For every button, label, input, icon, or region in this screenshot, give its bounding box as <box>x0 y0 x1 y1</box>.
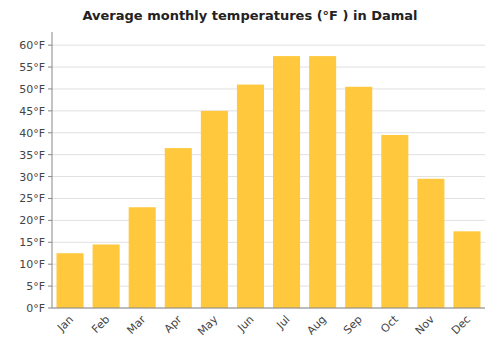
y-tick-label: 30°F <box>19 171 45 184</box>
y-tick <box>48 154 52 155</box>
x-axis: Jan Feb Mar Apr May Jun Jul Aug Sep Oct Nov Dec <box>52 308 485 338</box>
y-tick <box>48 198 52 199</box>
x-tick-label: Aug <box>304 313 328 337</box>
grid-line <box>52 110 485 111</box>
bars <box>57 56 481 308</box>
grid-line <box>52 88 485 89</box>
bar <box>345 87 372 308</box>
y-tick-label: 35°F <box>19 149 45 162</box>
bar <box>237 85 264 308</box>
bar <box>309 56 336 308</box>
x-tick-label: Mar <box>124 313 148 337</box>
x-tick-label: Nov <box>413 313 438 338</box>
grid <box>52 45 485 308</box>
y-tick-label: 15°F <box>19 236 45 249</box>
x-tick-label: May <box>195 313 221 339</box>
x-tick-label: Jun <box>235 313 257 335</box>
bar <box>93 244 120 308</box>
y-tick <box>48 264 52 265</box>
x-tick-label: Dec <box>449 313 473 337</box>
y-tick <box>48 176 52 177</box>
y-tick <box>48 45 52 46</box>
x-tick-label: Oct <box>378 312 401 335</box>
y-tick <box>48 220 52 221</box>
y-tick-label: 25°F <box>19 192 45 205</box>
y-axis: 0°F 5°F 10°F 15°F 20°F 25°F 30°F 35°F 40°F 45°F 50… <box>19 32 52 315</box>
x-tick-label: Apr <box>162 313 185 336</box>
y-tick-label: 50°F <box>19 83 45 96</box>
y-tick <box>48 286 52 287</box>
y-tick-label: 0°F <box>26 302 45 315</box>
grid-line <box>52 154 485 155</box>
bar <box>57 253 84 308</box>
y-tick-label: 20°F <box>19 214 45 227</box>
y-tick <box>48 67 52 68</box>
y-tick-label: 5°F <box>26 280 45 293</box>
x-tick-label: Jul <box>273 313 292 332</box>
bar <box>201 111 228 308</box>
x-tick-label: Feb <box>89 313 112 336</box>
bar <box>381 135 408 308</box>
y-tick <box>48 308 52 309</box>
grid-line <box>52 67 485 68</box>
grid-line <box>52 132 485 133</box>
grid-line <box>52 45 485 46</box>
bar <box>129 207 156 308</box>
x-tick-label: Jan <box>54 313 76 335</box>
y-tick-label: 10°F <box>19 258 45 271</box>
y-tick-label: 45°F <box>19 105 45 118</box>
grid-line <box>52 176 485 177</box>
bar <box>417 179 444 308</box>
bar <box>165 148 192 308</box>
y-tick <box>48 132 52 133</box>
y-tick-label: 55°F <box>19 61 45 74</box>
y-tick <box>48 242 52 243</box>
x-tick-label: Sep <box>341 313 365 337</box>
y-tick <box>48 110 52 111</box>
x-axis-line <box>52 308 485 309</box>
chart-container: Average monthly temperatures (°F ) in Da… <box>0 0 500 350</box>
y-axis-line <box>52 32 53 308</box>
y-tick <box>48 88 52 89</box>
bar <box>273 56 300 308</box>
chart-title: Average monthly temperatures (°F ) in Da… <box>82 8 417 23</box>
chart-svg: Average monthly temperatures (°F ) in Da… <box>0 0 500 350</box>
bar <box>453 231 480 308</box>
grid-line <box>52 308 485 309</box>
y-tick-label: 60°F <box>19 39 45 52</box>
y-tick-label: 40°F <box>19 127 45 140</box>
